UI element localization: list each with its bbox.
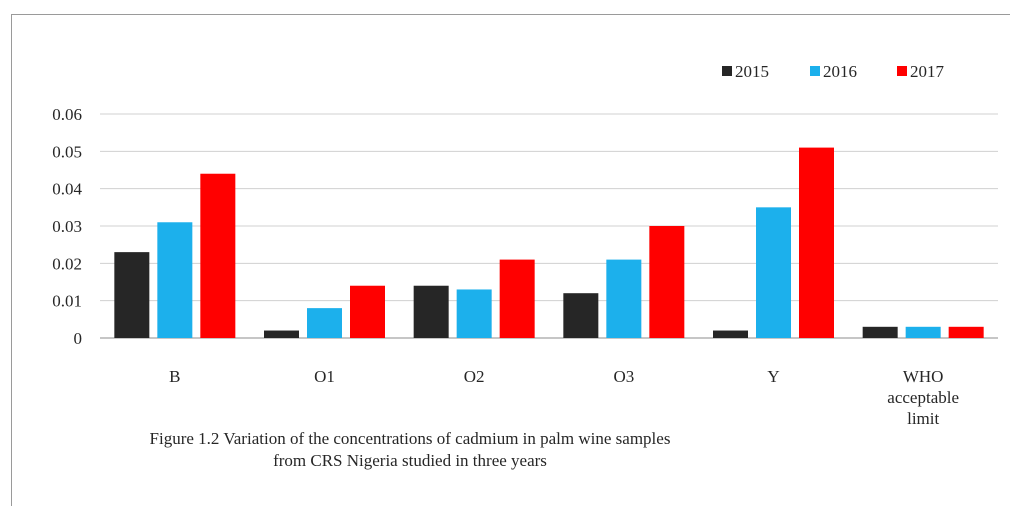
figure-caption: Figure 1.2 Variation of the concentratio… <box>30 428 790 472</box>
x-axis-category-labels: B O1 O2 O3 Y WHO acceptable limit <box>169 367 959 428</box>
y-axis-tick-labels: 0 0.01 0.02 0.03 0.04 0.05 0.06 <box>52 105 82 348</box>
legend: 2015 2016 2017 <box>722 62 945 81</box>
bar <box>200 173 236 338</box>
bar <box>713 330 748 338</box>
bar <box>649 226 685 338</box>
caption-line-1: Figure 1.2 Variation of the concentratio… <box>149 429 671 448</box>
bar <box>499 259 535 338</box>
x-tick-label: B <box>169 367 180 386</box>
bar <box>456 289 492 338</box>
x-tick-label: O1 <box>314 367 335 386</box>
bar <box>413 285 449 338</box>
bar <box>606 259 642 338</box>
figure-frame <box>11 14 1010 506</box>
bar <box>905 326 941 338</box>
y-tick-label: 0.01 <box>52 292 82 311</box>
legend-label: 2015 <box>735 62 769 81</box>
bars <box>114 147 984 338</box>
legend-swatch <box>897 66 907 76</box>
bar <box>114 252 150 338</box>
bar <box>307 308 342 338</box>
legend-label: 2016 <box>823 62 857 81</box>
legend-swatch <box>810 66 820 76</box>
y-tick-label: 0.02 <box>52 254 82 273</box>
x-tick-label: O2 <box>464 367 485 386</box>
bar <box>799 147 834 338</box>
legend-label: 2017 <box>910 62 945 81</box>
gridlines <box>100 113 998 339</box>
y-tick-label: 0.06 <box>52 105 82 124</box>
x-tick-label: Y <box>767 367 779 386</box>
bar <box>157 222 193 338</box>
y-tick-label: 0.03 <box>52 217 82 236</box>
caption-line-2: from CRS Nigeria studied in three years <box>273 451 547 470</box>
x-tick-label: O3 <box>613 367 634 386</box>
y-tick-label: 0.04 <box>52 180 82 199</box>
bar <box>563 293 599 338</box>
bar <box>264 330 299 338</box>
bar <box>862 326 898 338</box>
y-tick-label: 0.05 <box>52 142 82 161</box>
x-tick-label: WHO acceptable limit <box>887 367 959 428</box>
bar <box>756 207 791 338</box>
y-tick-label: 0 <box>74 329 83 348</box>
bar <box>948 326 984 338</box>
bar <box>350 285 385 338</box>
legend-swatch <box>722 66 732 76</box>
